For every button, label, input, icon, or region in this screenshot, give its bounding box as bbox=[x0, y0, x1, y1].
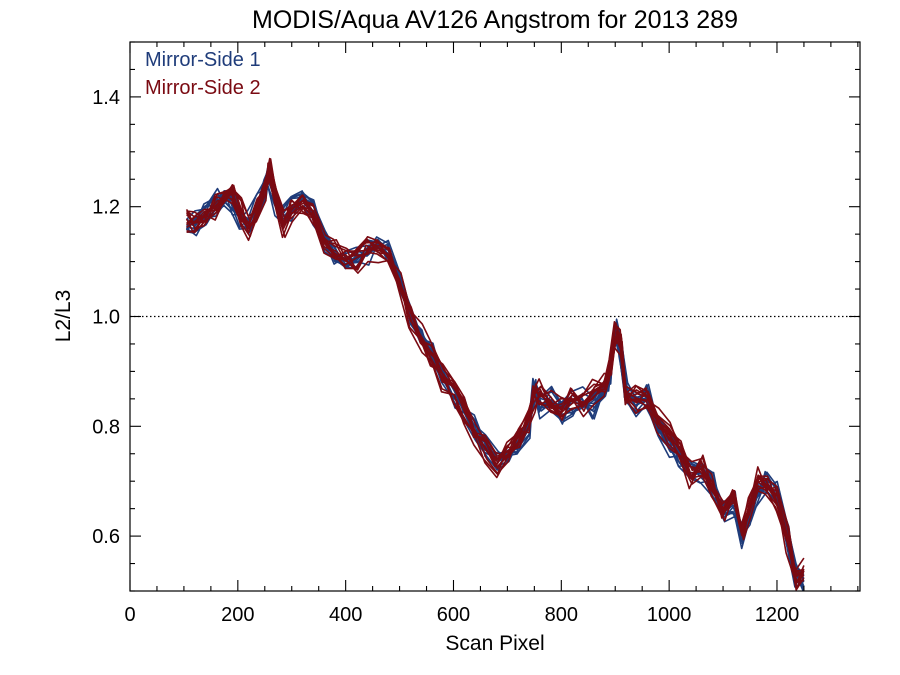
chart-title: MODIS/Aqua AV126 Angstrom for 2013 289 bbox=[252, 6, 738, 34]
y-tick-label: 1.2 bbox=[92, 197, 120, 219]
series-1-trace-1 bbox=[186, 181, 805, 588]
x-tick-label: 1200 bbox=[755, 604, 800, 626]
series-2-trace-4 bbox=[185, 173, 805, 587]
series-1-trace-12 bbox=[186, 172, 805, 591]
series-1-trace-6 bbox=[185, 165, 805, 576]
legend: Mirror-Side 1 Mirror-Side 2 bbox=[145, 49, 261, 99]
y-tick-label: 0.8 bbox=[92, 416, 120, 438]
series-1-trace-4 bbox=[185, 182, 805, 579]
series-2-trace-3 bbox=[186, 167, 805, 585]
x-tick-label: 800 bbox=[545, 604, 578, 626]
axis-ticks bbox=[129, 41, 860, 592]
series-1-trace-7 bbox=[186, 179, 805, 591]
series-2-trace-6 bbox=[186, 170, 805, 576]
legend-entry-1: Mirror-Side 1 bbox=[145, 49, 261, 71]
x-axis-label: Scan Pixel bbox=[445, 632, 544, 655]
y-tick-label: 1.4 bbox=[92, 87, 120, 109]
series-2-trace-12 bbox=[186, 162, 805, 585]
tick-labels: 0 200 400 600 800 1000 1200 0.6 0.8 1.0 1.2 1.4 bbox=[92, 87, 799, 626]
series-1-trace-8 bbox=[186, 164, 805, 582]
x-tick-label: 400 bbox=[329, 604, 362, 626]
series-group bbox=[130, 157, 860, 591]
x-tick-label: 0 bbox=[124, 604, 135, 626]
series-2-trace-5 bbox=[185, 174, 805, 591]
series-1-trace-11 bbox=[185, 166, 805, 576]
y-tick-label: 1.0 bbox=[92, 307, 120, 329]
x-tick-label: 600 bbox=[437, 604, 470, 626]
x-tick-label: 200 bbox=[221, 604, 254, 626]
plot-area bbox=[130, 157, 860, 591]
series-1-trace-2 bbox=[186, 184, 805, 588]
y-tick-label: 0.6 bbox=[92, 526, 120, 548]
series-2-trace-7 bbox=[186, 178, 804, 582]
series-1-trace-9 bbox=[185, 170, 805, 590]
series-2-trace-1 bbox=[186, 165, 805, 590]
series-1-trace-3 bbox=[186, 174, 805, 587]
y-axis-label: L2/L3 bbox=[52, 290, 75, 343]
x-tick-label: 1000 bbox=[647, 604, 692, 626]
series-1-trace-5 bbox=[186, 184, 805, 591]
series-2-trace-11 bbox=[186, 158, 805, 575]
series-2-trace-2 bbox=[186, 168, 805, 577]
series-2-trace-8 bbox=[186, 169, 805, 575]
legend-entry-2: Mirror-Side 2 bbox=[145, 77, 261, 99]
